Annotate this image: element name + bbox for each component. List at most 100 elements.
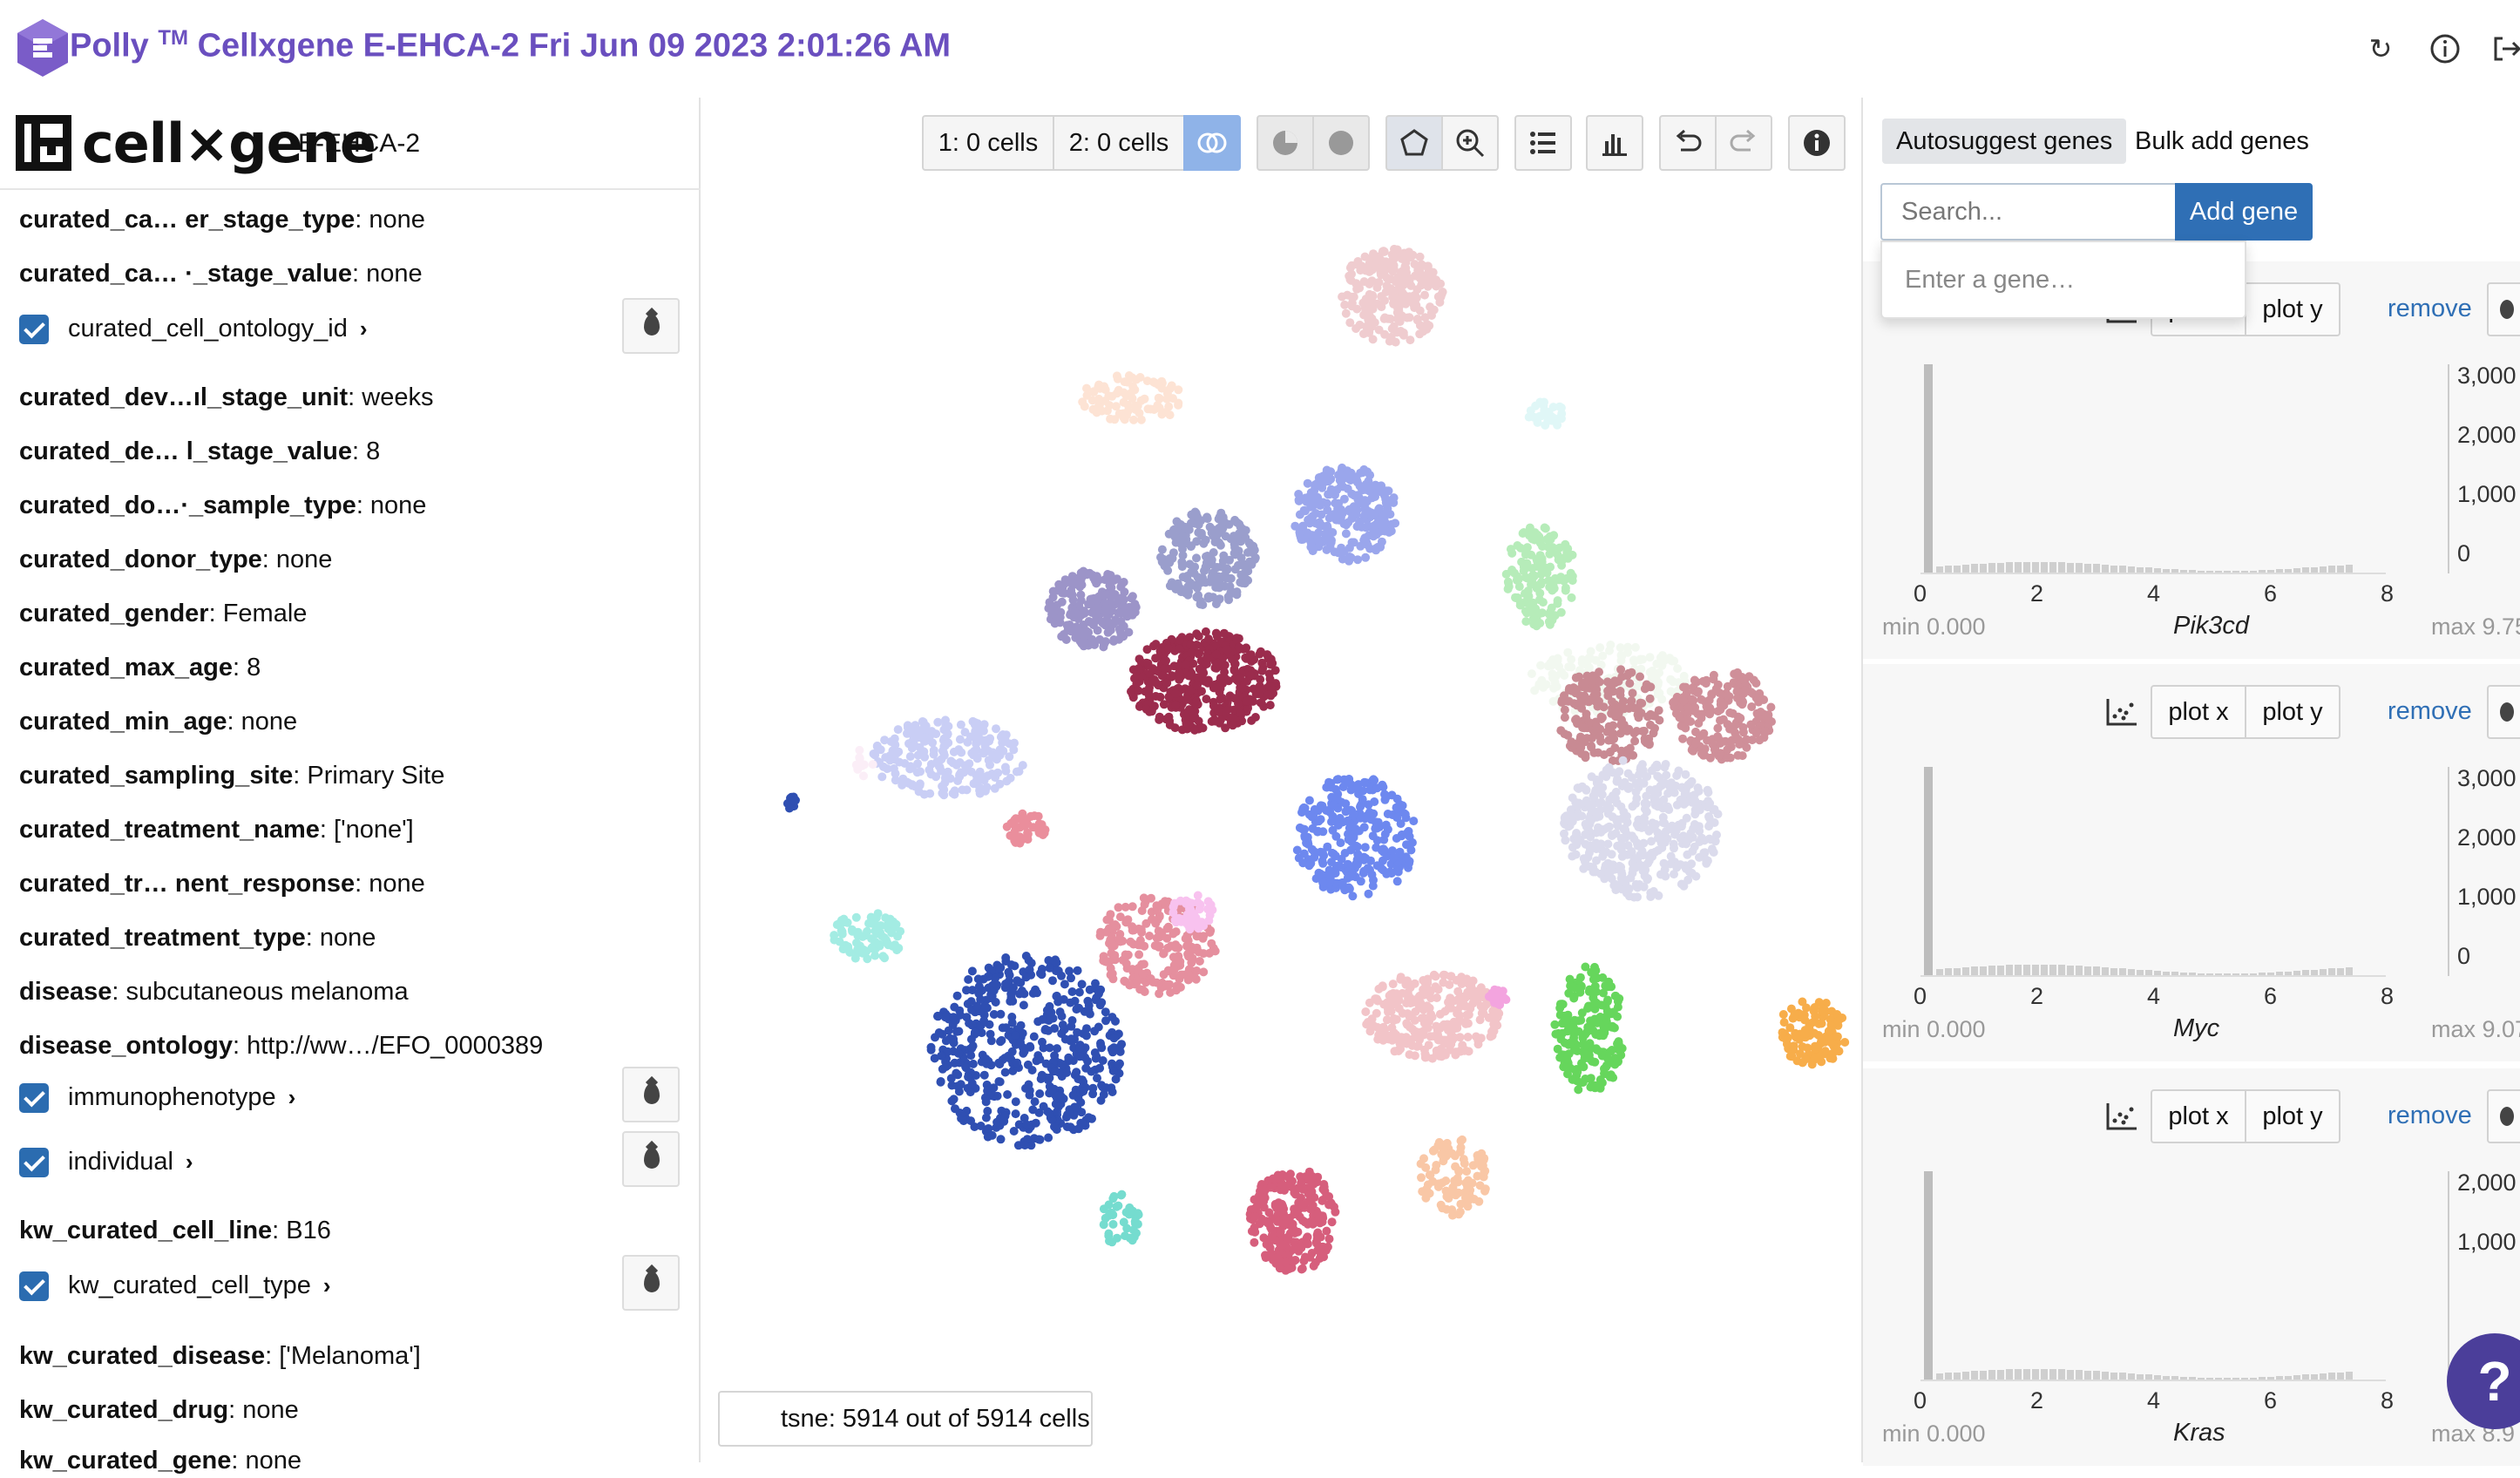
cell-cluster[interactable] <box>870 715 1027 799</box>
category-row[interactable]: kw_curated_cell_type › <box>19 1264 331 1307</box>
cell-point <box>1360 511 1369 519</box>
cell-point <box>987 770 996 778</box>
cell-point <box>1513 541 1521 550</box>
category-row[interactable]: immunophenotype › <box>19 1075 295 1119</box>
cell-point <box>1616 721 1625 729</box>
cell-point <box>1338 293 1346 302</box>
cell-cluster[interactable] <box>1560 756 1723 902</box>
cell-point <box>1703 736 1711 745</box>
dataset-info-icon[interactable] <box>1788 115 1846 171</box>
cell-point <box>1368 293 1377 302</box>
zoom-icon[interactable] <box>1441 115 1499 171</box>
cell-cluster[interactable] <box>830 909 904 963</box>
cell-point <box>1585 820 1594 829</box>
cell-point <box>1536 661 1545 670</box>
pie-icon[interactable] <box>1257 115 1314 171</box>
cell-cluster[interactable] <box>1044 567 1140 652</box>
category-row[interactable]: curated_cell_ontology_id › <box>19 307 368 350</box>
circle-icon[interactable] <box>1312 115 1370 171</box>
category-label[interactable]: kw_curated_cell_type <box>68 1271 311 1299</box>
cell-point <box>1357 877 1365 885</box>
tsne-scatter-plot[interactable] <box>702 200 1860 1368</box>
cell-cluster[interactable] <box>927 952 1127 1149</box>
cell-cluster[interactable] <box>1550 963 1626 1095</box>
cell-point <box>964 975 972 984</box>
cell-cluster[interactable] <box>1417 1136 1490 1220</box>
cell-point <box>1025 1081 1033 1089</box>
cell-point <box>1117 609 1126 618</box>
cell-point <box>1214 659 1223 668</box>
category-row[interactable]: individual › <box>19 1140 193 1183</box>
cell-point <box>1141 900 1149 909</box>
cell-set-2-button[interactable]: 2: 0 cells <box>1053 115 1185 171</box>
chevron-right-icon[interactable]: › <box>360 307 368 350</box>
cell-point <box>1365 280 1374 288</box>
cell-point <box>1209 702 1218 710</box>
cell-cluster[interactable] <box>1100 1190 1143 1247</box>
cell-point <box>1663 790 1672 798</box>
cell-point <box>1364 540 1372 549</box>
venn-icon[interactable] <box>1183 115 1241 171</box>
refresh-icon[interactable]: ↻ <box>2363 31 2398 66</box>
cell-point <box>1827 1022 1836 1031</box>
cell-point <box>1592 999 1601 1007</box>
cell-point <box>1382 821 1391 830</box>
cell-point <box>996 1010 1005 1019</box>
info-icon[interactable] <box>2428 31 2462 66</box>
cell-cluster[interactable] <box>1078 371 1182 424</box>
cell-point <box>1162 656 1170 665</box>
cell-point <box>1618 702 1627 710</box>
cell-cluster[interactable] <box>1246 1168 1340 1275</box>
cell-cluster[interactable] <box>1778 998 1850 1069</box>
color-by-button[interactable] <box>622 1067 680 1122</box>
category-label[interactable]: individual <box>68 1148 173 1176</box>
cell-point <box>1539 598 1548 607</box>
category-label[interactable]: curated_cell_ontology_id <box>68 315 348 342</box>
cell-point <box>1567 805 1575 814</box>
cell-point <box>1190 726 1199 735</box>
cell-point <box>1297 1244 1305 1252</box>
cell-point <box>1520 528 1528 537</box>
category-label[interactable]: immunophenotype <box>68 1083 276 1111</box>
lasso-icon[interactable] <box>1385 115 1443 171</box>
cell-cluster[interactable] <box>1361 971 1503 1063</box>
redo-icon[interactable] <box>1715 115 1772 171</box>
cell-point <box>1310 486 1318 495</box>
cell-point <box>1719 701 1728 709</box>
cell-set-1-button[interactable]: 1: 0 cells <box>922 115 1054 171</box>
cell-cluster[interactable] <box>1293 775 1419 900</box>
color-by-button[interactable] <box>622 1255 680 1311</box>
cell-point <box>1160 949 1169 958</box>
undo-icon[interactable] <box>1659 115 1717 171</box>
color-by-button[interactable] <box>622 298 680 354</box>
cell-cluster[interactable] <box>1127 627 1281 735</box>
cell-cluster[interactable] <box>1525 398 1567 431</box>
category-checkbox[interactable] <box>19 1271 49 1301</box>
cell-cluster[interactable] <box>1290 464 1399 566</box>
chevron-right-icon[interactable]: › <box>288 1075 296 1119</box>
chevron-right-icon[interactable]: › <box>323 1264 331 1307</box>
cell-point <box>1192 697 1201 706</box>
cell-point <box>1300 831 1309 840</box>
logout-icon[interactable] <box>2489 31 2520 66</box>
cell-cluster[interactable] <box>1502 524 1577 631</box>
cell-point <box>1684 703 1693 712</box>
color-by-button[interactable] <box>622 1131 680 1187</box>
cell-point <box>1318 857 1327 865</box>
category-checkbox[interactable] <box>19 1148 49 1177</box>
cell-point <box>1555 403 1564 411</box>
cell-point <box>1631 643 1640 652</box>
cell-cluster[interactable] <box>1338 245 1447 347</box>
chevron-right-icon[interactable]: › <box>186 1140 193 1183</box>
category-checkbox[interactable] <box>19 315 49 344</box>
cell-point <box>1183 583 1192 592</box>
cell-point <box>1681 790 1690 798</box>
category-checkbox[interactable] <box>19 1083 49 1113</box>
cell-point <box>1591 786 1600 795</box>
cell-point <box>1271 1236 1280 1244</box>
list-icon[interactable] <box>1514 115 1572 171</box>
cell-cluster[interactable] <box>1156 508 1260 610</box>
cell-cluster[interactable] <box>1003 810 1050 848</box>
bar-chart-icon[interactable] <box>1586 115 1643 171</box>
cell-point <box>1595 643 1604 652</box>
